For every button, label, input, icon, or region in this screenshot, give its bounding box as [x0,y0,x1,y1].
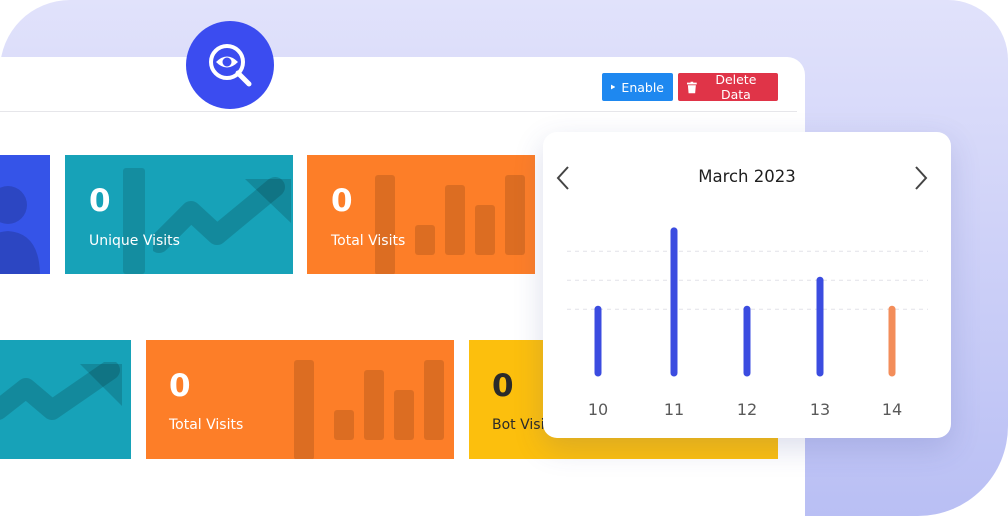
delete-label: Delete Data [715,72,757,102]
chevron-left-icon[interactable] [555,165,571,191]
bar-chart-icon [375,175,525,274]
user-icon [0,186,40,274]
enable-button[interactable]: Enable [602,73,673,101]
x-tick-label-13: 13 [810,400,830,419]
stat-card-trend [0,340,131,459]
x-tick-label-10: 10 [588,400,608,419]
logo [186,21,274,109]
total-visits-2-value: 0 [169,368,191,404]
eye-search-icon [209,44,252,87]
stat-card-total-visits: 0 Total Visits [307,155,535,274]
trend-up-icon [0,362,122,420]
bot-visits-value: 0 [492,368,514,404]
trash-icon [687,81,697,93]
x-tick-label-12: 12 [737,400,757,419]
unique-visits-value: 0 [89,183,111,219]
bar-chart-icon [294,360,444,459]
stat-card-users [0,155,50,274]
x-tick-label-11: 11 [664,400,684,419]
play-icon [611,84,616,90]
bot-visits-label: Bot Visi [492,417,545,433]
daily-visits-chart: 10 11 12 13 14 [567,227,928,419]
total-visits-value: 0 [331,183,353,219]
chevron-right-icon[interactable] [913,165,929,191]
stat-card-total-visits-2: 0 Total Visits [146,340,454,459]
unique-visits-label: Unique Visits [89,233,180,249]
header-divider [0,111,797,112]
total-visits-label: Total Visits [331,233,406,249]
x-tick-label-14: 14 [882,400,902,419]
delete-data-button[interactable]: Delete Data [678,72,778,102]
calendar-chart-popup: March 2023 10 11 12 13 14 [543,132,951,438]
calendar-month-title: March 2023 [698,167,796,186]
total-visits-2-label: Total Visits [169,417,244,433]
enable-label: Enable [621,79,664,95]
stat-card-unique-visits: 0 Unique Visits [65,155,293,274]
trend-up-icon [153,177,291,253]
